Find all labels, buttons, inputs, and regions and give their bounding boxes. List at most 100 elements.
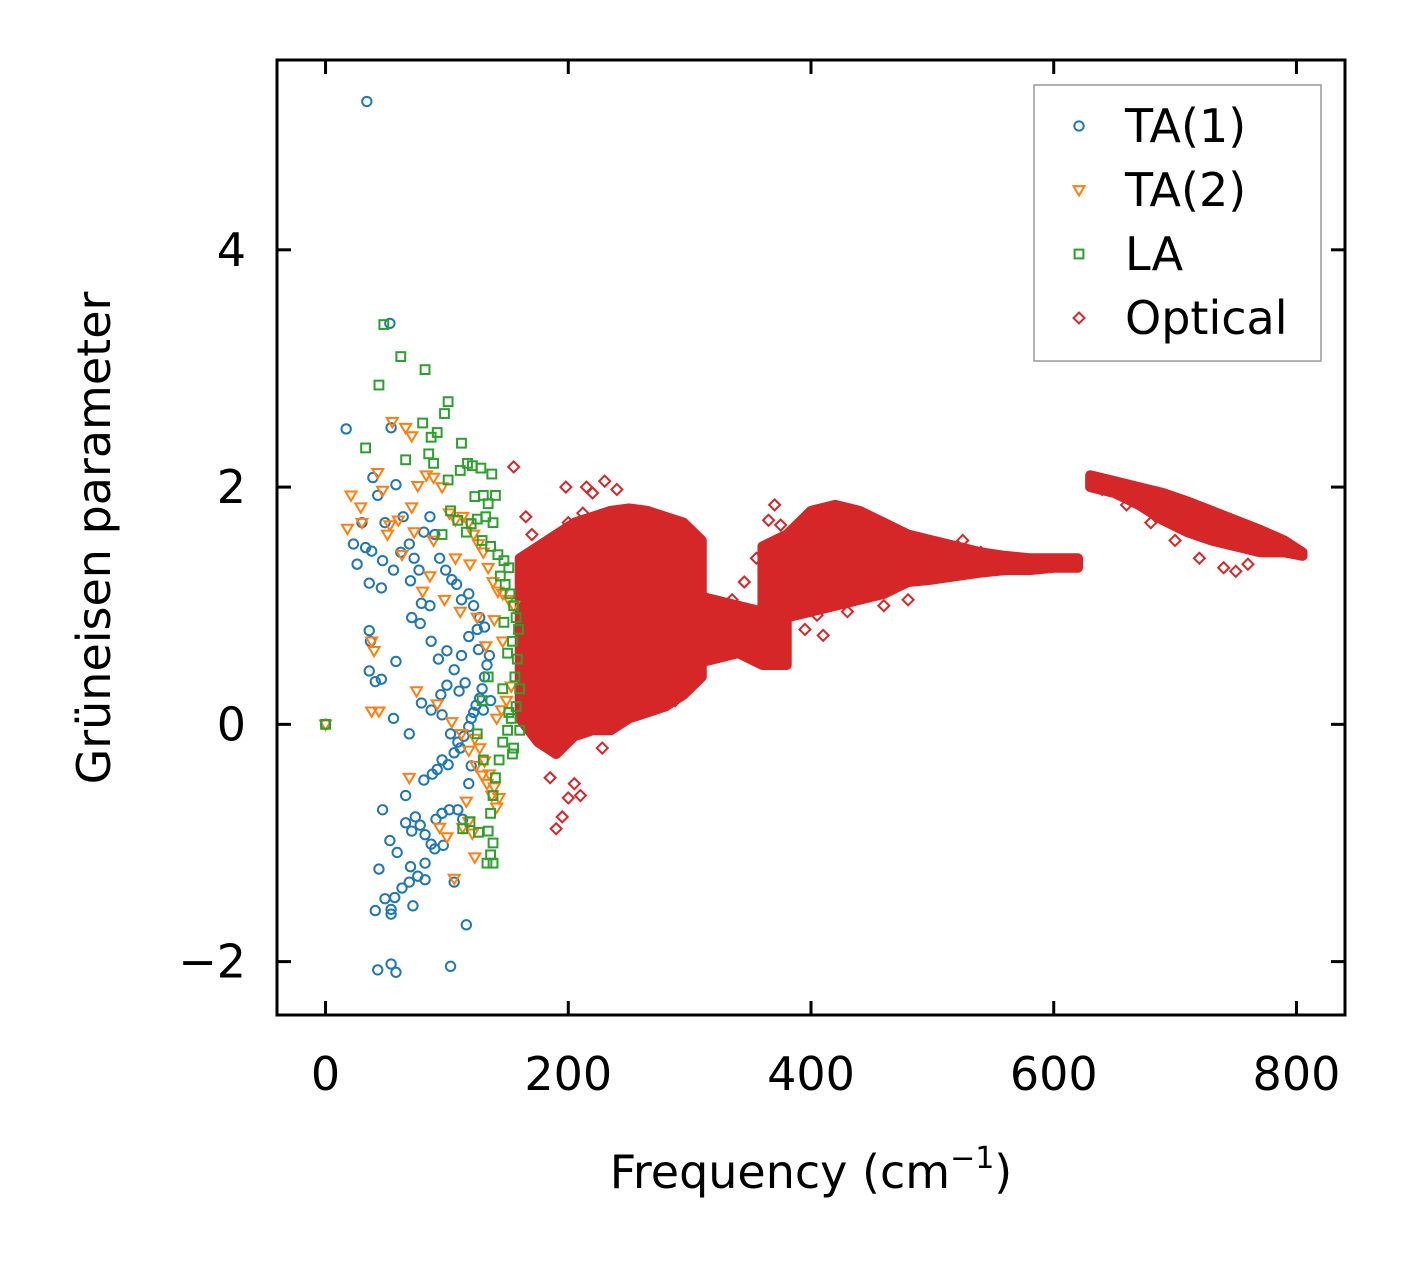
point-ta-1	[409, 811, 422, 823]
legend-marker-ta-1	[1073, 120, 1085, 132]
point-ta-1	[376, 804, 389, 816]
point-la	[503, 562, 515, 574]
point-ta-1	[441, 679, 453, 691]
point-optical	[597, 474, 612, 489]
y-tick-label: 0	[217, 697, 246, 751]
point-la	[439, 408, 450, 419]
point-ta-1	[419, 857, 431, 869]
point-ta-2	[467, 852, 483, 865]
point-ta-1	[399, 817, 412, 829]
point-ta-2	[485, 577, 501, 590]
point-ta-2	[410, 481, 426, 494]
point-la	[442, 396, 454, 408]
point-ta-2	[380, 529, 395, 543]
point-ta-2	[503, 681, 519, 694]
point-ta-2	[491, 793, 507, 806]
point-ta-2	[406, 527, 422, 540]
point-ta-2	[486, 782, 502, 795]
point-la	[419, 364, 431, 376]
point-la	[476, 535, 488, 546]
point-ta-1	[429, 528, 441, 541]
point-ta-1	[465, 712, 477, 725]
point-ta-2	[465, 828, 480, 841]
point-ta-1	[463, 630, 475, 643]
point-la	[493, 754, 505, 766]
x-tick-label: 800	[1253, 1047, 1341, 1101]
point-ta-1	[363, 577, 375, 589]
point-ta-2	[371, 706, 387, 719]
point-ta-2	[459, 796, 474, 809]
point-optical	[998, 557, 1013, 572]
point-ta-2	[429, 699, 445, 712]
point-ta-2	[404, 431, 419, 444]
point-la	[492, 549, 504, 561]
point-ta-1	[453, 685, 465, 697]
point-ta-1	[391, 846, 403, 859]
point-ta-1	[414, 617, 426, 630]
point-la	[505, 713, 517, 724]
point-ta-2	[446, 873, 462, 887]
point-ta-1	[481, 659, 493, 671]
point-ta-1	[419, 829, 431, 841]
point-ta-1	[418, 526, 430, 538]
point-ta-1	[436, 709, 448, 721]
point-la	[502, 647, 513, 659]
point-la	[487, 857, 499, 869]
point-ta-1	[425, 704, 437, 716]
point-optical	[555, 809, 570, 824]
point-la	[487, 837, 499, 849]
point-ta-1	[467, 600, 480, 612]
point-la	[482, 825, 494, 837]
point-ta-2	[467, 733, 483, 747]
point-la	[469, 491, 481, 502]
point-ta-1	[403, 876, 415, 888]
point-optical	[595, 741, 610, 755]
point-la	[428, 457, 439, 469]
point-ta-2	[394, 549, 410, 563]
point-ta-1	[387, 564, 400, 576]
point-ta-1	[385, 958, 397, 970]
x-tick-label: 200	[524, 1047, 612, 1101]
point-ta-1	[448, 876, 460, 888]
point-ta-2	[448, 553, 463, 566]
point-ta-2	[398, 422, 413, 436]
point-ta-2	[437, 594, 452, 608]
point-ta-1	[442, 759, 454, 771]
point-ta-2	[434, 482, 450, 495]
point-optical	[810, 608, 824, 623]
point-optical	[840, 604, 855, 619]
point-la	[482, 498, 494, 510]
point-la	[485, 540, 497, 552]
point-ta-1	[372, 964, 384, 976]
point-la	[487, 790, 499, 801]
point-ta-2	[364, 636, 379, 649]
point-la	[445, 505, 456, 517]
point-ta-1	[407, 900, 419, 912]
point-la	[485, 807, 497, 819]
point-ta-1	[379, 516, 391, 529]
point-la	[508, 742, 520, 754]
point-ta-2	[385, 416, 400, 430]
point-optical	[737, 575, 752, 589]
point-la	[510, 612, 522, 623]
point-optical	[631, 669, 646, 684]
point-optical	[682, 664, 697, 678]
point-ta-1	[390, 966, 402, 978]
point-la	[457, 823, 469, 835]
point-optical	[955, 533, 970, 548]
y-axis-title: Grüneisen parameter	[67, 291, 121, 784]
point-ta-2	[404, 502, 419, 515]
point-ta-1	[452, 736, 464, 748]
point-ta-1	[384, 317, 396, 330]
point-ta-1	[369, 904, 381, 917]
point-ta-2	[454, 728, 469, 742]
point-la	[423, 448, 435, 460]
x-tick-label: 600	[1010, 1047, 1098, 1101]
point-la	[497, 683, 509, 695]
x-axis-title: Frequency (cm−1)	[610, 1141, 1013, 1199]
point-optical	[539, 539, 554, 554]
point-ta-1	[375, 582, 388, 594]
point-ta-1	[455, 649, 468, 662]
point-optical	[543, 770, 557, 785]
